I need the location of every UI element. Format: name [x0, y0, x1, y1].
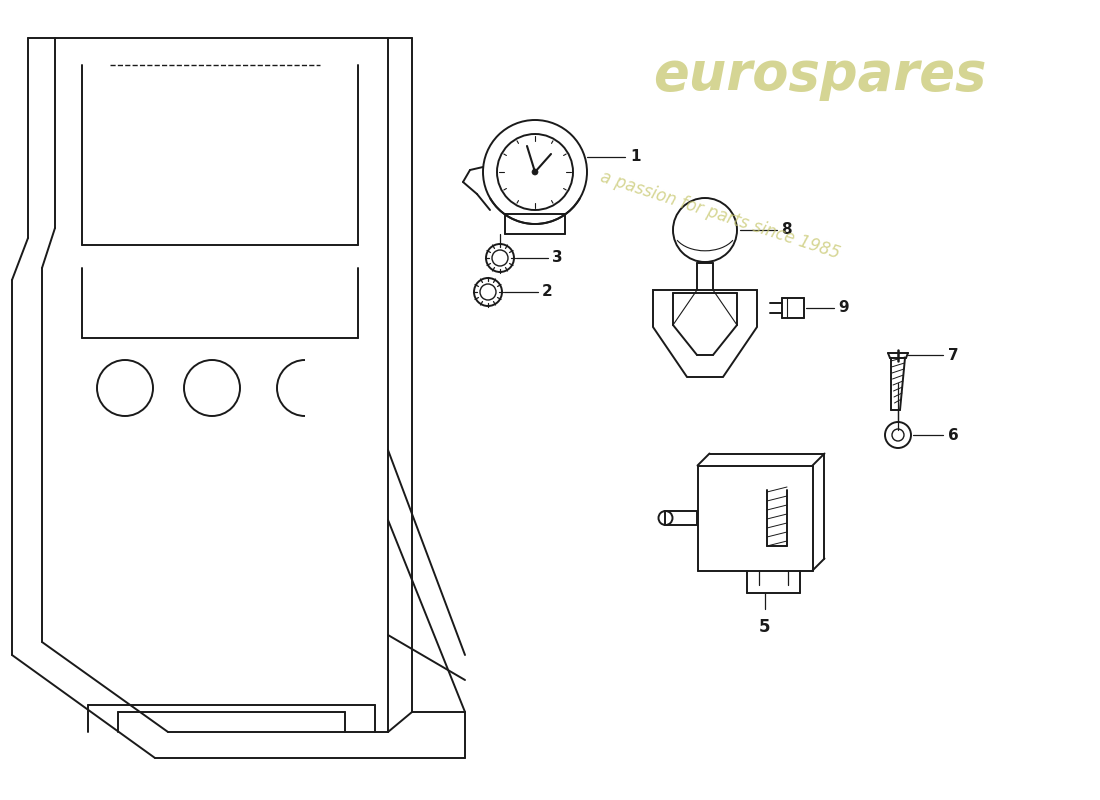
Text: 3: 3: [552, 250, 562, 266]
Text: eurospares: eurospares: [653, 49, 987, 101]
Text: 2: 2: [542, 285, 552, 299]
Text: 8: 8: [781, 222, 792, 238]
Circle shape: [532, 169, 538, 175]
Text: 7: 7: [948, 347, 958, 362]
Text: 1: 1: [630, 150, 640, 165]
Bar: [666, 511, 697, 525]
Text: 5: 5: [759, 618, 771, 637]
Text: 9: 9: [838, 301, 848, 315]
Text: a passion for parts since 1985: a passion for parts since 1985: [598, 168, 843, 262]
Text: 6: 6: [948, 427, 959, 442]
